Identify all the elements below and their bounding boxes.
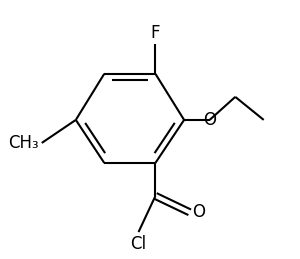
- Text: F: F: [151, 24, 160, 42]
- Text: CH₃: CH₃: [9, 134, 39, 152]
- Text: Cl: Cl: [130, 235, 147, 253]
- Text: O: O: [192, 203, 205, 221]
- Text: O: O: [203, 111, 216, 129]
